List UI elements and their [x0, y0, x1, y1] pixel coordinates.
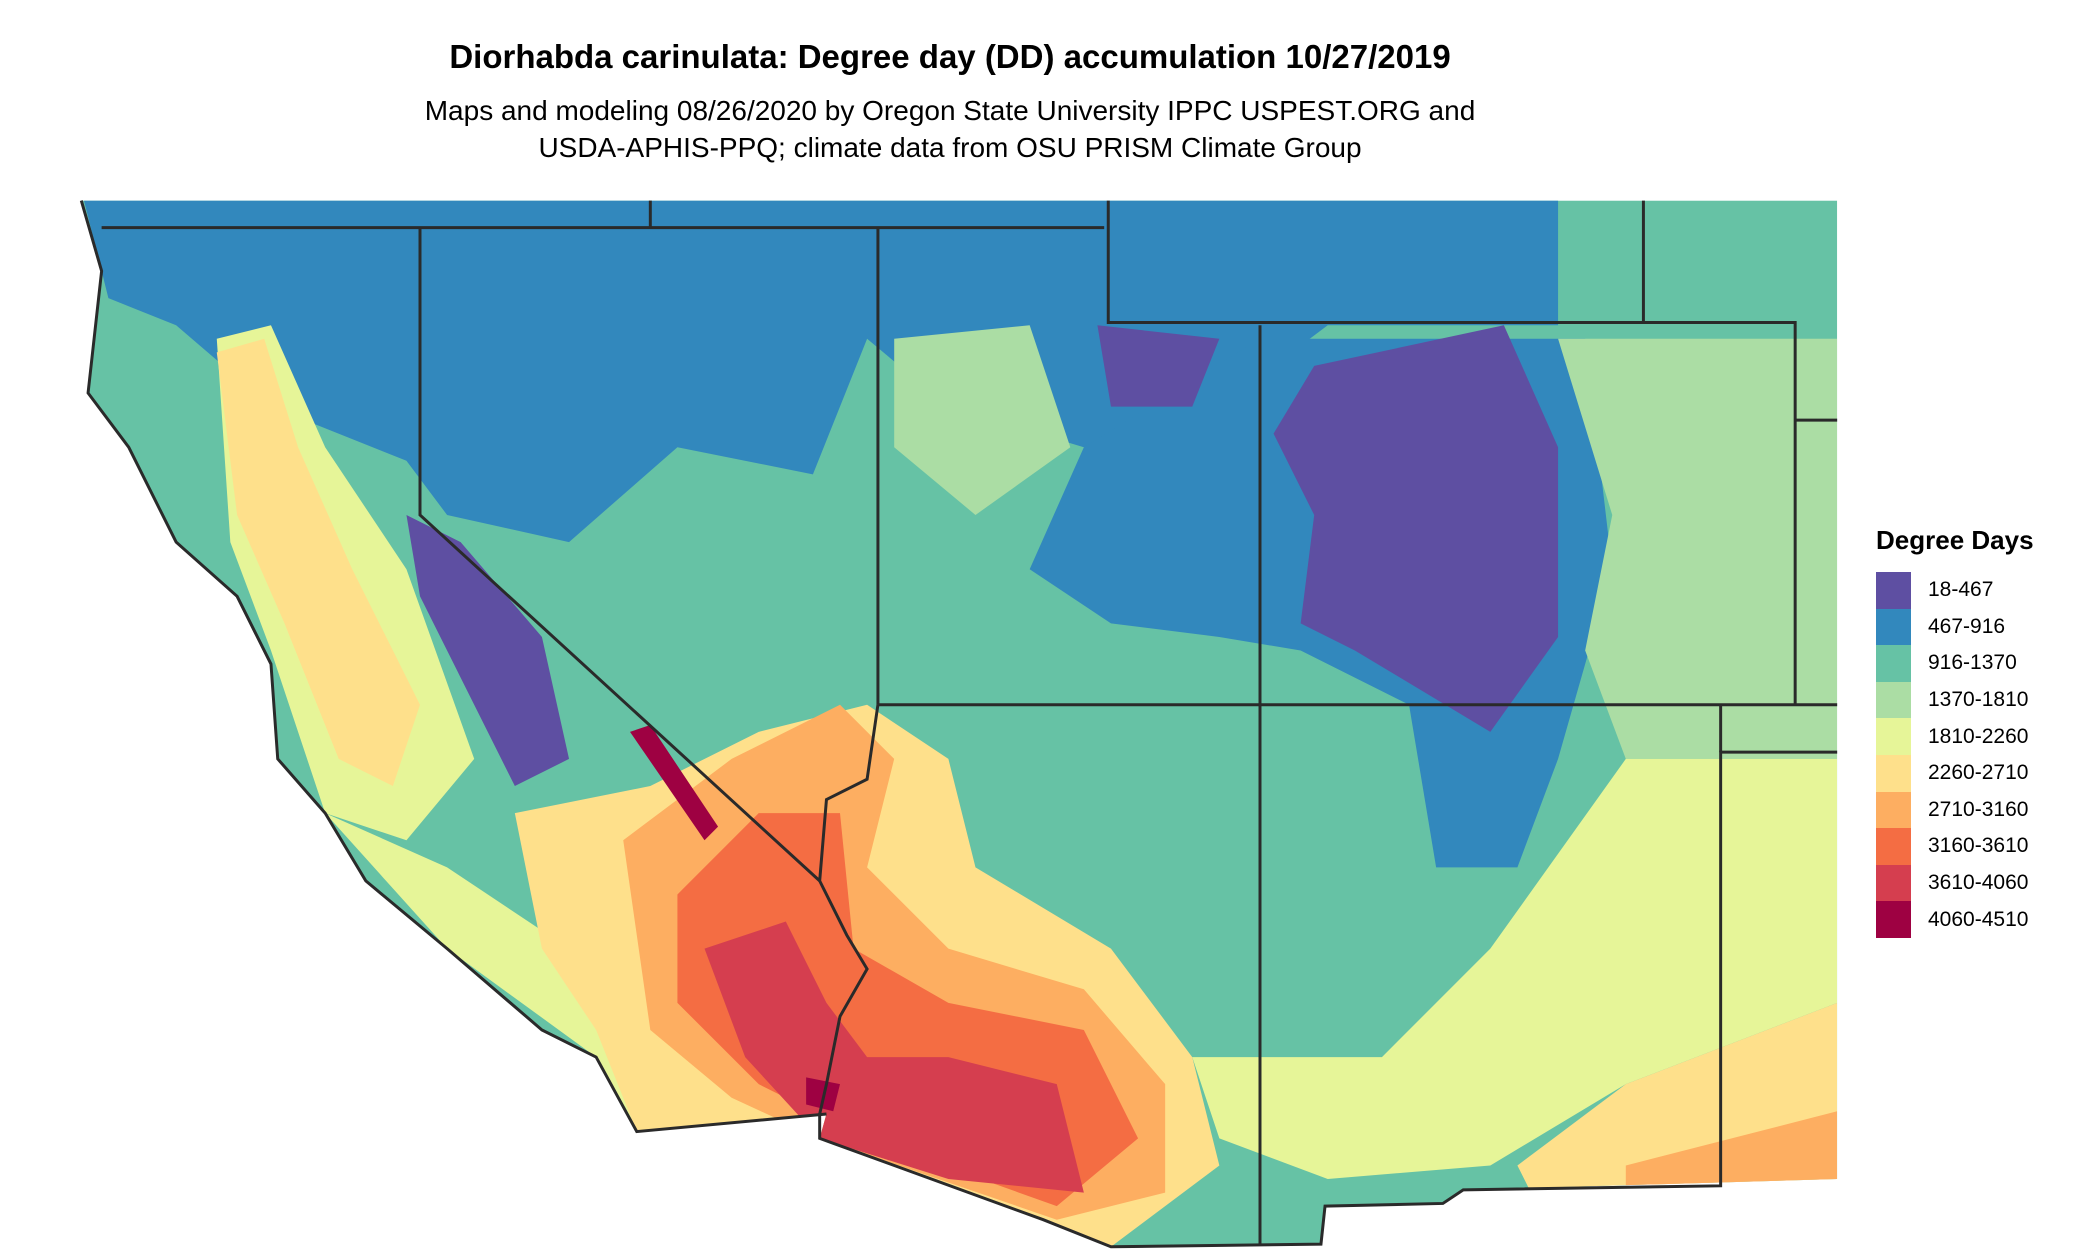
map-title: Diorhabda carinulata: Degree day (DD) ac… [449, 38, 1451, 75]
legend-item: 467-916 [1876, 608, 2034, 646]
legend-item: 916-1370 [1876, 645, 2034, 682]
zone-18-467-wyoming [1097, 325, 1220, 407]
legend-label: 4060-4510 [1928, 907, 2029, 931]
legend-label: 18-467 [1928, 578, 1994, 602]
legend-swatch [1876, 828, 1911, 865]
legend: Degree Days 18-467 467-916 916-1370 1370-18… [1876, 525, 2034, 938]
legend-label: 916-1370 [1928, 651, 2017, 675]
legend-swatch [1876, 718, 1911, 755]
legend-swatch [1876, 608, 1911, 646]
subtitle-line-2: USDA-APHIS-PPQ; climate data from OSU PR… [538, 132, 1362, 163]
legend-item: 2260-2710 [1876, 754, 2034, 792]
zone-467-916-north [81, 200, 1559, 543]
legend-item: 3160-3610 [1876, 828, 2034, 865]
legend-swatch [1876, 901, 1911, 938]
legend-label: 467-916 [1928, 614, 2006, 638]
zone-2260-2710-valley [216, 338, 420, 787]
zone-3610-4060 [704, 921, 1084, 1193]
zone-1370-1810-east [1558, 338, 1838, 759]
zone-1370-1810-utah [894, 325, 1071, 515]
legend-title: Degree Days [1876, 525, 2034, 555]
legend-label: 1370-1810 [1928, 688, 2029, 712]
legend-item: 1810-2260 [1876, 718, 2034, 755]
legend-item: 2710-3160 [1876, 791, 2034, 829]
legend-item: 1370-1810 [1876, 681, 2034, 719]
legend-item: 18-467 [1876, 572, 2034, 609]
zone-18-467-colorado [1273, 325, 1559, 732]
zone-4060-4510-deathvalley [630, 725, 719, 841]
legend-swatch [1876, 791, 1911, 829]
legend-label: 3610-4060 [1928, 871, 2029, 895]
legend-item: 3610-4060 [1876, 864, 2034, 902]
state-boundaries [79, 200, 1838, 1249]
legend-swatch [1876, 645, 1911, 682]
legend-label: 1810-2260 [1928, 724, 2029, 748]
legend-swatch [1876, 572, 1911, 609]
subtitle-line-1: Maps and modeling 08/26/2020 by Oregon S… [424, 95, 1476, 126]
map-subtitle: Maps and modeling 08/26/2020 by Oregon S… [0, 92, 1900, 166]
zone-1810-2260-south [1192, 758, 1838, 1180]
legend-swatch [1876, 754, 1911, 792]
zone-18-467-sierra [406, 514, 570, 787]
legend-swatch [1876, 864, 1911, 902]
legend-item: 4060-4510 [1876, 901, 2034, 938]
legend-label: 2260-2710 [1928, 761, 2029, 785]
map-raster [81, 200, 1838, 1247]
legend-label: 3160-3610 [1928, 834, 2029, 858]
legend-swatch [1876, 681, 1911, 719]
legend-label: 2710-3160 [1928, 797, 2029, 821]
